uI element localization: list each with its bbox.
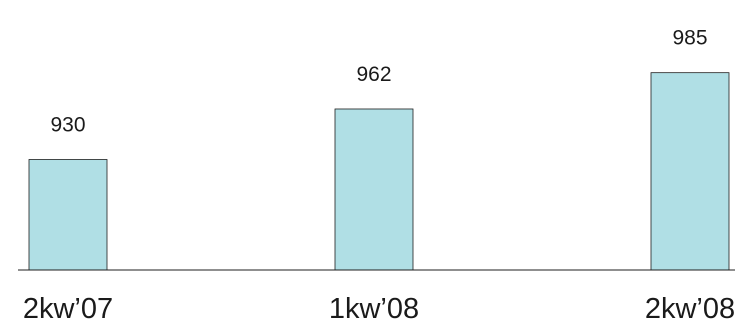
bar-2 [334,108,414,271]
data-labels-group: 930 962 985 [50,27,707,137]
data-label-1: 930 [50,114,85,137]
bar-3 [650,72,730,271]
data-label-2: 962 [356,63,391,86]
bar-1 [28,159,108,271]
bars-group [28,72,730,271]
data-label-3: 985 [672,27,707,50]
x-tick-label-3: 2kw’08 [645,293,735,325]
x-tick-label-1: 2kw’07 [23,293,113,325]
x-tick-labels-group: 2kw’07 1kw’08 2kw’08 [23,293,735,325]
x-tick-label-2: 1kw’08 [329,293,419,325]
